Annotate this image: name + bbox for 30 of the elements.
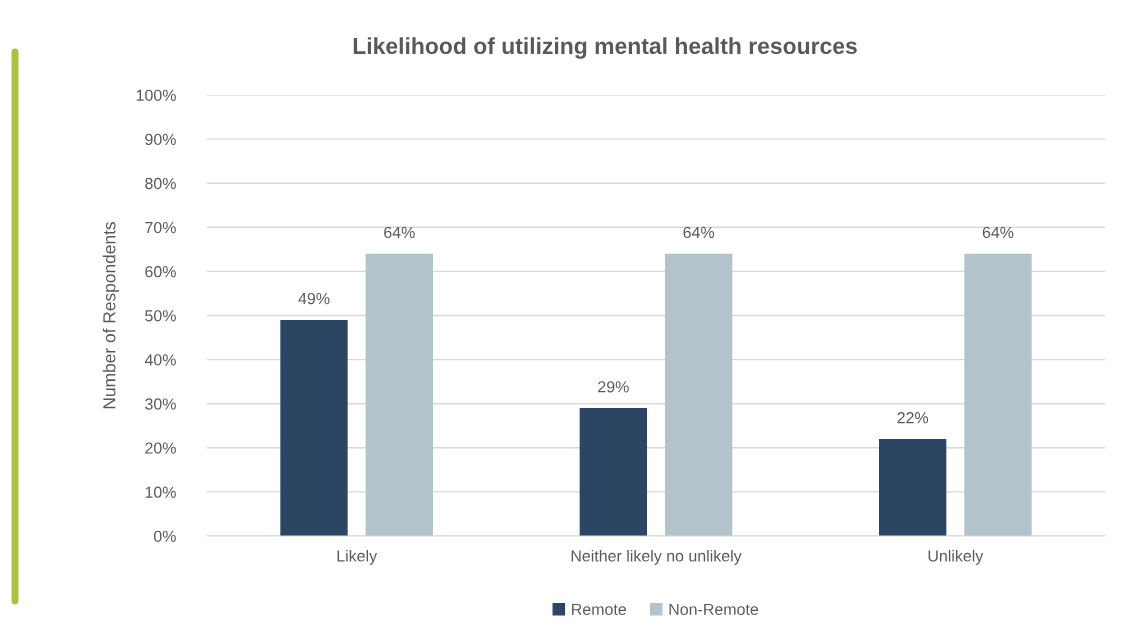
- y-tick-label: 40%: [144, 354, 176, 366]
- bar: [365, 253, 433, 536]
- y-tick-label: 0%: [153, 530, 176, 542]
- y-axis-title: Number of Respondents: [102, 222, 119, 409]
- bar: [579, 408, 648, 536]
- chart-title: Likelihood of utilizing mental health resources: [353, 37, 857, 59]
- bar: [964, 253, 1032, 536]
- y-tick-label: 10%: [145, 486, 176, 498]
- y-tick-label: 90%: [145, 133, 176, 146]
- x-tick-label: Likely: [337, 549, 378, 565]
- data-label: 64%: [982, 226, 1014, 239]
- y-tick-label: 20%: [145, 442, 176, 454]
- data-label: 64%: [683, 226, 715, 239]
- data-label: 64%: [384, 226, 415, 239]
- y-tick-label: 30%: [145, 398, 176, 410]
- y-tick-label: 80%: [145, 177, 176, 190]
- y-tick-label: 100%: [136, 89, 176, 101]
- bar: [280, 319, 348, 536]
- legend-label: Remote: [572, 603, 627, 616]
- x-tick-label: Unlikely: [928, 549, 984, 565]
- bar: [879, 438, 947, 536]
- x-tick-label: Neither likely no unlikely: [571, 549, 742, 565]
- data-label: 29%: [598, 381, 629, 393]
- data-label: 22%: [897, 412, 929, 424]
- y-tick-label: 70%: [145, 221, 176, 234]
- legend-label: Non-Remote: [669, 603, 759, 616]
- data-label: 49%: [298, 292, 330, 305]
- y-tick-label: 60%: [145, 266, 176, 278]
- bar: [664, 253, 733, 536]
- y-tick-label: 50%: [145, 310, 176, 322]
